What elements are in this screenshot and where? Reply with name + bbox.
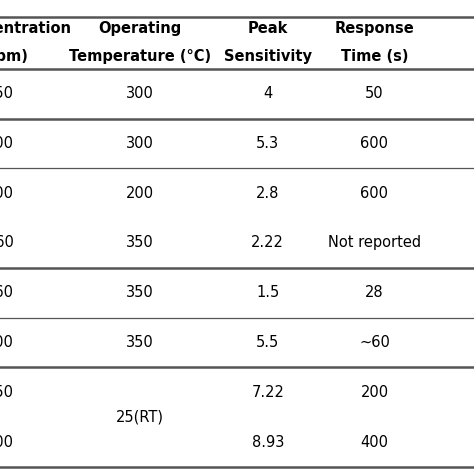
Text: 100: 100 xyxy=(0,136,14,151)
Text: Operating: Operating xyxy=(98,21,182,36)
Text: 250: 250 xyxy=(0,86,14,101)
Text: Temperature (°C): Temperature (°C) xyxy=(69,49,211,64)
Text: 400: 400 xyxy=(360,435,389,449)
Text: 600: 600 xyxy=(360,186,389,201)
Text: 300: 300 xyxy=(126,86,154,101)
Text: 50: 50 xyxy=(365,86,384,101)
Text: Not reported: Not reported xyxy=(328,236,421,250)
Text: 200: 200 xyxy=(126,186,154,201)
Text: 5.3: 5.3 xyxy=(256,136,279,151)
Text: 350: 350 xyxy=(126,236,154,250)
Text: ppm): ppm) xyxy=(0,49,28,64)
Text: 28: 28 xyxy=(365,285,384,300)
Text: 25(RT): 25(RT) xyxy=(116,410,164,425)
Text: ~60: ~60 xyxy=(359,335,390,350)
Text: 260: 260 xyxy=(0,285,14,300)
Text: 2.8: 2.8 xyxy=(256,186,280,201)
Text: 350: 350 xyxy=(126,285,154,300)
Text: Time (s): Time (s) xyxy=(341,49,408,64)
Text: Response: Response xyxy=(335,21,414,36)
Text: Peak: Peak xyxy=(247,21,288,36)
Text: 300: 300 xyxy=(0,335,14,350)
Text: 5.5: 5.5 xyxy=(256,335,280,350)
Text: centration: centration xyxy=(0,21,72,36)
Text: 4: 4 xyxy=(263,86,273,101)
Text: 660: 660 xyxy=(0,236,14,250)
Text: 500: 500 xyxy=(0,186,14,201)
Text: Sensitivity: Sensitivity xyxy=(224,49,312,64)
Text: 250: 250 xyxy=(0,385,14,400)
Text: 200: 200 xyxy=(360,385,389,400)
Text: 300: 300 xyxy=(126,136,154,151)
Text: 1.5: 1.5 xyxy=(256,285,280,300)
Text: 350: 350 xyxy=(126,335,154,350)
Text: 600: 600 xyxy=(360,136,389,151)
Text: 8.93: 8.93 xyxy=(252,435,284,449)
Text: 2.22: 2.22 xyxy=(251,236,284,250)
Text: 500: 500 xyxy=(0,435,14,449)
Text: 7.22: 7.22 xyxy=(251,385,284,400)
